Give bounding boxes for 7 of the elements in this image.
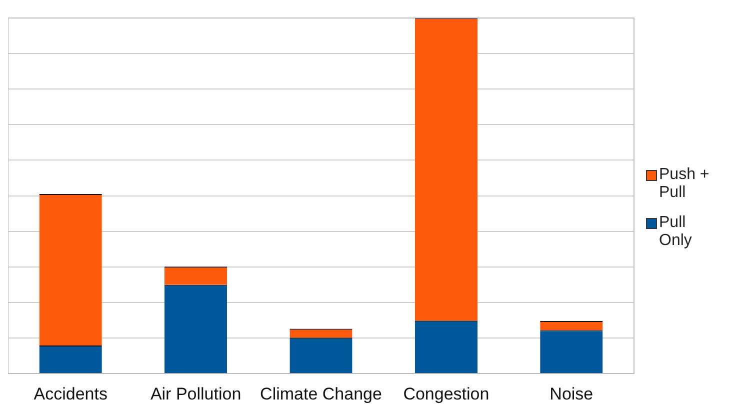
x-tick-label: Noise <box>550 384 594 404</box>
legend-label: Pull Only <box>659 214 693 250</box>
x-tick-label: Congestion <box>403 384 490 404</box>
x-tick-label: Climate Change <box>260 384 382 404</box>
x-tick-label: Air Pollution <box>150 384 242 404</box>
legend-label: Push + Pull <box>659 166 710 202</box>
x-tick-label: Accidents <box>34 384 108 404</box>
